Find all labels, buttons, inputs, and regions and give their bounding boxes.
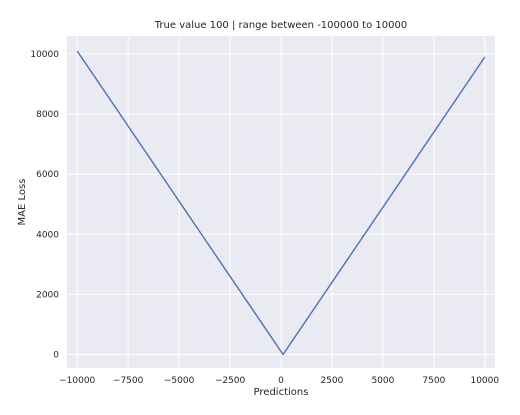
y-tick-label: 4000 (36, 230, 59, 240)
x-axis-label: Predictions (254, 387, 309, 398)
x-tick-label: −10000 (59, 376, 95, 386)
series-layer (76, 50, 486, 356)
grid-lines (67, 36, 495, 368)
x-tick-label: 7500 (422, 376, 445, 386)
y-axis-label: MAE Loss (17, 179, 28, 226)
x-tick-label: 2500 (320, 376, 343, 386)
x-tick-label: 10000 (470, 376, 499, 386)
x-tick-label: 5000 (371, 376, 394, 386)
x-tick-labels: −10000 −7500 −5000 −2500 0 2500 5000 7500 10000 (59, 376, 499, 386)
x-tick-label: −2500 (215, 376, 246, 386)
y-tick-label: 8000 (36, 110, 59, 120)
x-tick-label: 0 (278, 376, 284, 386)
y-tick-label: 6000 (36, 170, 59, 180)
x-tick-label: −7500 (113, 376, 144, 386)
chart-title: True value 100 | range between -100000 t… (154, 20, 407, 31)
y-tick-labels: 0 2000 4000 6000 8000 10000 (30, 50, 59, 360)
y-tick-label: 0 (53, 350, 59, 360)
y-tick-label: 2000 (36, 290, 59, 300)
y-tick-label: 10000 (30, 50, 59, 60)
mae-loss-line (76, 50, 486, 356)
x-tick-label: −5000 (164, 376, 195, 386)
